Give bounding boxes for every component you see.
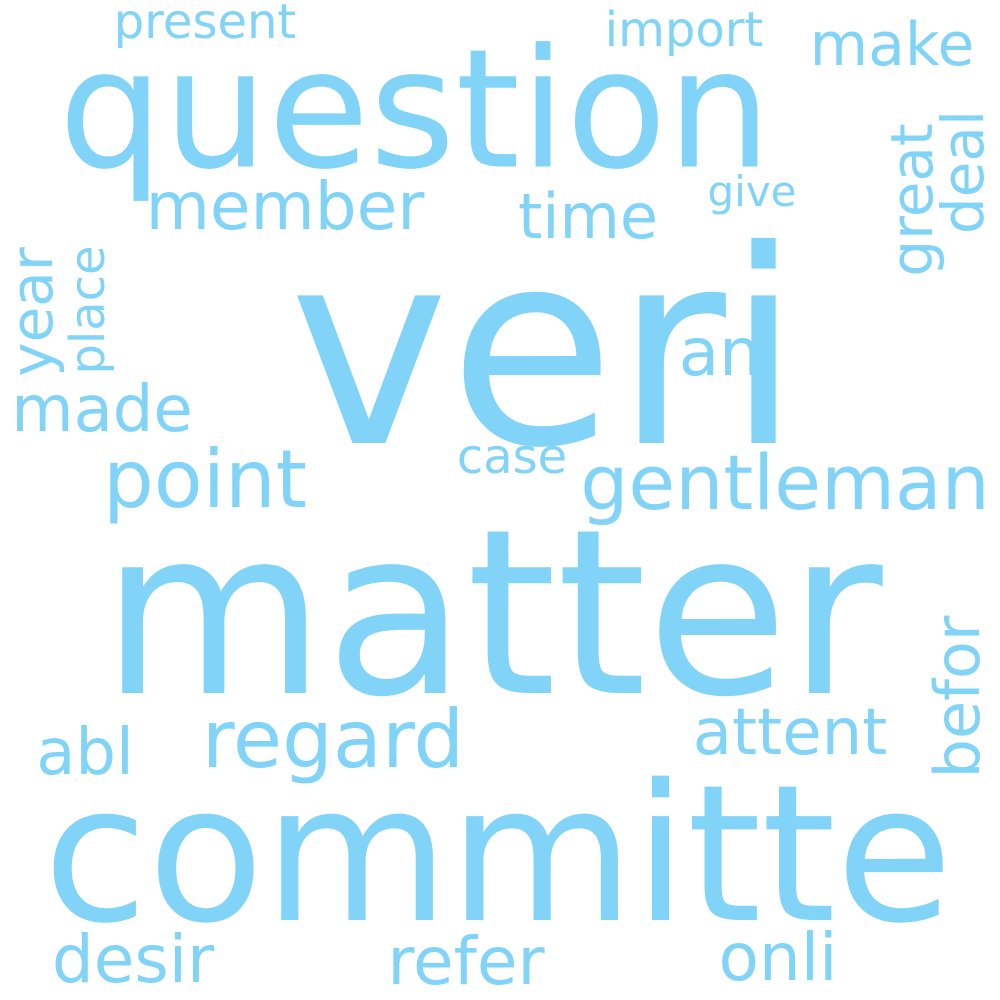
word-case: case (456, 429, 568, 485)
word-made: made (11, 373, 193, 447)
word-veri: veri (289, 192, 801, 507)
word-time: time (517, 180, 659, 253)
word-point: point (102, 433, 308, 526)
word-import: import (604, 2, 764, 58)
word-abl: abl (36, 716, 134, 790)
word-committe: committe (43, 744, 953, 965)
word-attent: attent (692, 696, 888, 770)
word-present: present (113, 0, 297, 50)
word-gentleman: gentleman (580, 438, 990, 527)
word-great: great (878, 123, 946, 277)
word-year: year (0, 247, 66, 377)
word-ani: ani (678, 314, 780, 391)
word-refer: refer (387, 923, 545, 1000)
word-question: question (58, 13, 772, 206)
word-befor: befor (921, 615, 994, 779)
word-place: place (60, 245, 116, 375)
word-onli: onli (718, 919, 838, 996)
word-desir: desir (51, 921, 215, 998)
word-make: make (809, 10, 975, 80)
word-regard: regard (201, 693, 465, 786)
word-member: member (145, 168, 425, 245)
word-matter: matter (101, 481, 883, 748)
word-give: give (707, 167, 797, 216)
